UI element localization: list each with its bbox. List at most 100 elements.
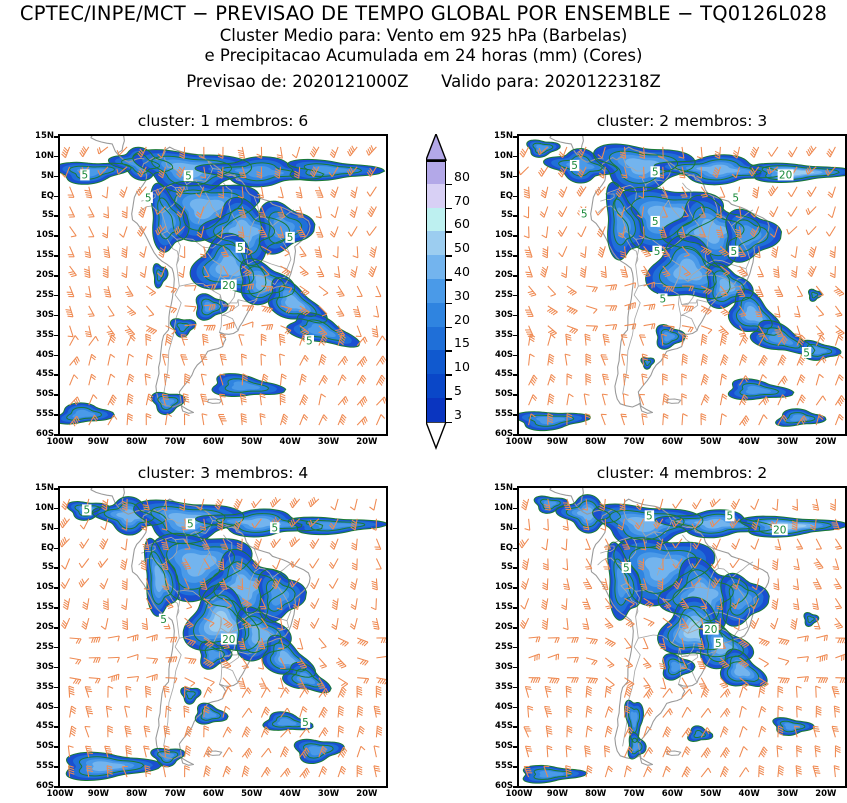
wind-barb: [696, 146, 703, 159]
wind-barb: [370, 598, 377, 611]
wind-barb: [771, 598, 779, 611]
colorbar-tick: [446, 302, 452, 305]
y-axis-tick: [54, 195, 59, 198]
wind-barb: [260, 747, 272, 758]
wind-barb: [299, 246, 307, 258]
wind-barb: [641, 373, 648, 386]
wind-barb: [309, 146, 320, 158]
wind-barb: [834, 334, 844, 346]
colorbar-tick: [446, 207, 452, 210]
panel-caption-cluster-1: cluster: 1 membros: 6: [137, 112, 309, 130]
wind-barb: [528, 353, 535, 366]
wind-barb: [337, 396, 349, 406]
wind-barb: [739, 375, 750, 386]
map-panel-cluster-2[interactable]: 5 5 20 5 5 5 5 5 5 5 15N 10N 5N EQ 5S 10S 15S 20S 25S 30S 35…: [494, 132, 847, 446]
wind-barb: [585, 353, 592, 366]
wind-barb: [642, 657, 652, 669]
wind-barb: [719, 393, 728, 406]
wind-barb: [165, 656, 178, 663]
contour-label-bg: [82, 504, 92, 516]
y-axis-label: 10N: [35, 150, 54, 161]
wind-barb: [366, 145, 377, 156]
x-axis-label: 40W: [279, 437, 301, 447]
wind-barb: [565, 685, 572, 698]
wind-barb: [638, 186, 645, 199]
wind-barb: [604, 677, 615, 688]
y-axis-label: 50S: [36, 741, 54, 752]
wind-barb: [662, 746, 672, 758]
wind-barb: [584, 413, 591, 426]
wind-barb: [296, 226, 306, 238]
wind-barb: [586, 285, 598, 293]
wind-barb: [827, 206, 836, 219]
wind-barb: [720, 305, 730, 317]
wind-barb: [758, 677, 769, 688]
wind-barb: [624, 302, 637, 311]
wind-barb: [138, 206, 147, 218]
y-axis-label: 15S: [36, 250, 54, 261]
contour-label-bg: [143, 192, 153, 204]
wind-barb: [777, 414, 788, 426]
wind-barb: [539, 206, 549, 218]
wind-barb: [299, 354, 309, 366]
wind-barb: [184, 677, 196, 687]
wind-barb: [289, 558, 301, 568]
wind-barb: [700, 707, 712, 718]
wind-barb: [182, 393, 190, 406]
wind-barb: [662, 393, 670, 406]
wind-barb: [65, 305, 74, 318]
x-axis-label: 70W: [164, 789, 186, 799]
map-panel-cluster-3[interactable]: 5 5 5 5 20 5 15N 10N 5N EQ 5S 10S 15S 20S 25S 30S 35S 40S…: [35, 484, 388, 798]
y-axis-label: 5S: [500, 562, 513, 573]
y-axis-label: 10N: [35, 502, 54, 513]
wind-barb: [605, 284, 618, 291]
wind-barb: [242, 283, 255, 291]
x-axis-label: 80W: [126, 789, 148, 799]
wind-barb: [638, 393, 645, 406]
wind-barb: [520, 598, 530, 610]
map-plot-area: 5 5 5 5 20 5: [60, 488, 386, 782]
y-axis-label: 15S: [495, 250, 513, 261]
wind-barb: [577, 146, 587, 158]
wind-barb: [107, 305, 115, 317]
wind-barb: [87, 206, 95, 218]
wind-barb: [565, 765, 572, 778]
wind-barb: [736, 285, 746, 298]
wind-barb: [815, 705, 822, 718]
wind-barb: [758, 374, 767, 386]
wind-barb: [195, 206, 205, 218]
wind-barb: [638, 226, 645, 239]
wind-barb: [79, 146, 90, 158]
wind-barb: [299, 265, 309, 277]
x-axis-label: 70W: [164, 437, 186, 447]
map-panel-cluster-1[interactable]: 5 5 5 20 5 5 5 15N 10N 5N EQ 5S 10S 15S 20S 25S 30S 35S 40…: [35, 132, 388, 446]
wind-barb: [662, 726, 672, 738]
wind-barb: [662, 708, 673, 718]
wind-barb: [700, 305, 712, 315]
wind-barb: [777, 725, 784, 738]
x-axis-label: 60W: [661, 437, 684, 447]
colorbar-tick: [446, 279, 452, 281]
x-axis-label: 40W: [738, 437, 760, 447]
wind-barb: [700, 598, 708, 610]
y-axis-label: 40S: [36, 701, 54, 712]
wind-barb: [527, 285, 537, 297]
wind-barb: [235, 558, 243, 571]
wind-barb: [643, 746, 654, 758]
wind-barb: [792, 498, 799, 511]
y-axis-label: 45S: [36, 721, 54, 732]
wind-barb: [661, 245, 671, 258]
wind-barb: [119, 186, 128, 198]
wind-barb: [219, 353, 227, 366]
contour-labels: 5 5 20 5 5 5 5 5 5 5: [569, 159, 812, 359]
wind-barb: [739, 767, 750, 778]
y-axis-label: 20S: [36, 622, 54, 633]
wind-barb: [241, 617, 252, 629]
wind-barb: [81, 617, 90, 630]
y-axis-label: 40S: [36, 349, 54, 360]
map-panel-cluster-4[interactable]: 5 5 20 20 5 5 15N 10N 5N EQ 5S 10S 15S 20S 25S 30S 35S 40…: [494, 484, 847, 798]
wind-barb: [67, 765, 75, 778]
wind-barb: [375, 558, 382, 570]
wind-barb: [119, 558, 128, 571]
contour-label-text: 20: [222, 280, 235, 292]
